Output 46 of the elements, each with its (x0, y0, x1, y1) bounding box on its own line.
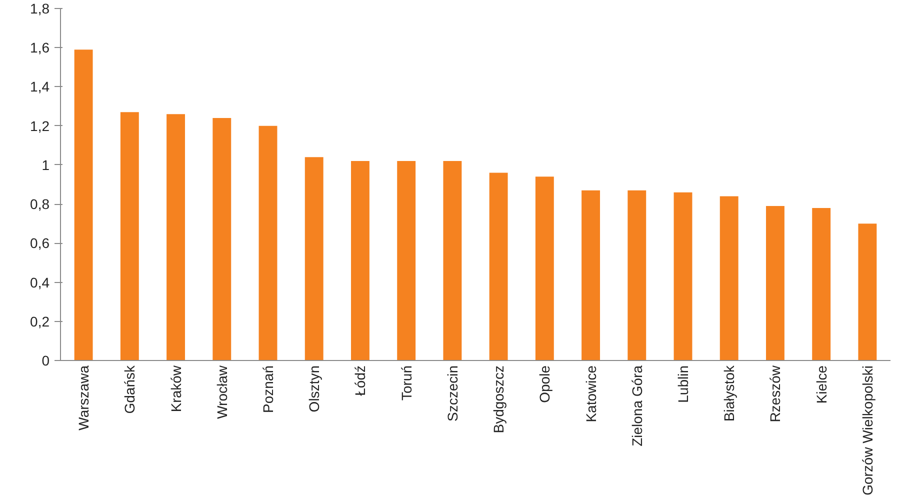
x-tick-label: Szczecin (444, 365, 460, 422)
bar (166, 114, 185, 360)
bar (535, 176, 554, 360)
bar (582, 190, 600, 360)
y-tick-label: 0 (42, 352, 50, 368)
bar (628, 190, 646, 360)
y-tick-label: 0,4 (30, 274, 50, 290)
x-tick-label: Kraków (168, 364, 184, 412)
bar (258, 126, 278, 360)
y-tick-label: 0,2 (30, 313, 50, 330)
bar (120, 112, 139, 360)
x-tick-label: Rzeszów (767, 364, 784, 422)
x-tick-label: Toruń (398, 365, 414, 401)
bar (766, 206, 784, 360)
x-tick-label: Lublin (675, 365, 691, 403)
y-tick-label: 1,2 (30, 118, 50, 134)
bar (674, 192, 692, 360)
bar (858, 224, 877, 360)
y-tick-label: 0,6 (30, 235, 50, 252)
x-tick-label: Bydgoszcz (490, 365, 507, 434)
bar (351, 161, 370, 360)
x-tick-label: Poznań (260, 366, 276, 413)
bar (489, 172, 508, 360)
bar (212, 118, 232, 360)
x-tick-label: Wrocław (214, 364, 230, 419)
x-tick-label: Łódź (352, 366, 368, 396)
bar (720, 196, 738, 360)
x-tick-label: Białystok (721, 364, 738, 422)
x-tick-label: Warszawa (76, 365, 92, 430)
bar (397, 161, 416, 360)
bar (74, 50, 93, 360)
bar (443, 161, 462, 360)
y-tick-label: 1,8 (30, 0, 50, 16)
x-tick-label: Zielona Góra (628, 365, 645, 446)
x-tick-label: Gorzów Wielkopolski (859, 365, 876, 496)
y-tick-label: 1,6 (30, 40, 50, 56)
bar (304, 157, 324, 360)
y-tick-label: 1,4 (30, 78, 50, 95)
y-tick-label: 1 (42, 156, 50, 173)
x-tick-label: Olsztyn (306, 365, 322, 412)
x-tick-label: Kielce (813, 365, 830, 404)
y-tick-label: 0,8 (30, 196, 50, 212)
x-tick-label: Opole (536, 365, 553, 403)
bar (812, 208, 831, 360)
x-tick-label: Gdańsk (122, 364, 138, 414)
x-tick-label: Katowice (582, 365, 599, 422)
